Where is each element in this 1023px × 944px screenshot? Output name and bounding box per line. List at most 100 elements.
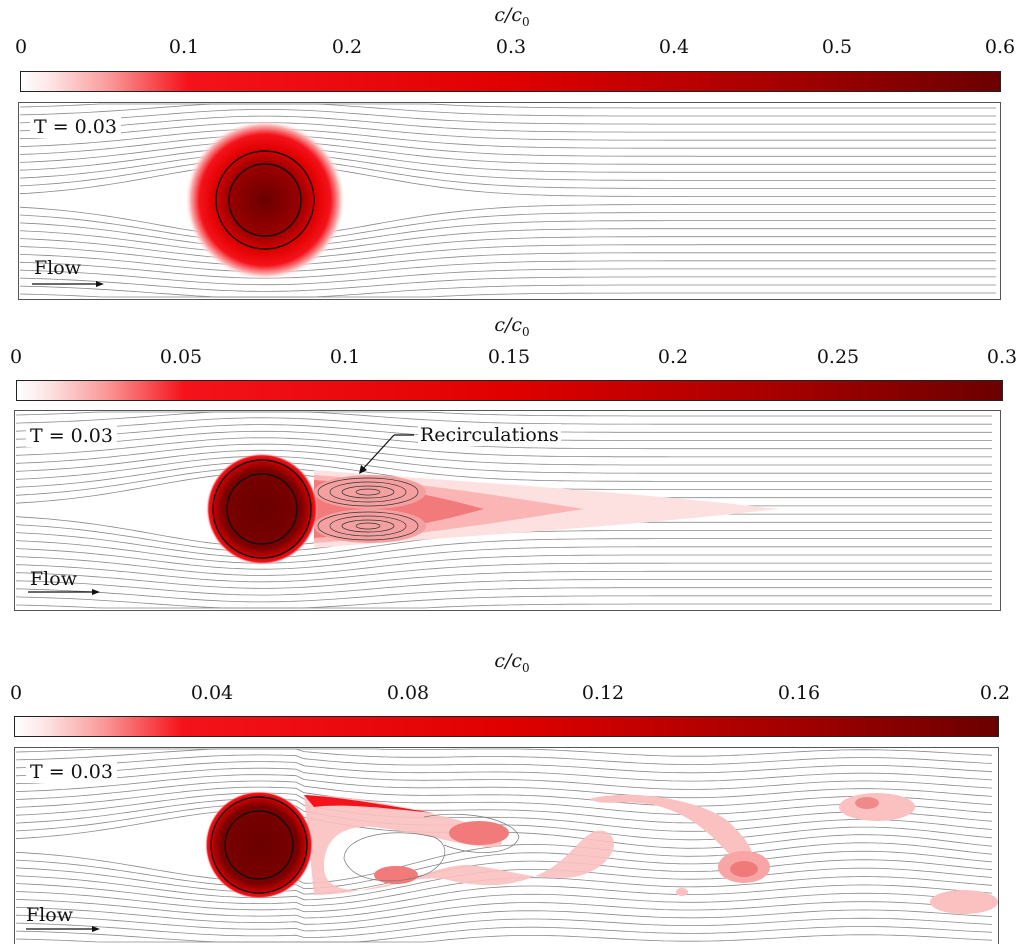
colorbar-tick: 0.3 xyxy=(495,36,527,58)
flow-plot xyxy=(14,747,999,944)
streamline xyxy=(19,228,996,254)
flow-arrow-head xyxy=(92,926,100,932)
streamline xyxy=(19,284,996,298)
streamline xyxy=(19,152,996,181)
panel-2: c/c0 0 0.05 0.1 0.15 0.2 0.25 0.3 xyxy=(0,312,1023,617)
colorbar-title: c/c0 xyxy=(472,4,552,29)
annotation-arrow-head xyxy=(359,465,367,474)
streamline xyxy=(15,780,993,807)
streamline xyxy=(15,443,992,466)
colorbar-tick: 0.1 xyxy=(329,346,361,368)
streamline xyxy=(15,570,992,589)
streamline xyxy=(15,595,992,609)
streamline xyxy=(15,774,993,799)
streamline xyxy=(15,449,992,474)
streamline xyxy=(19,103,996,109)
time-label: T = 0.03 xyxy=(26,761,117,783)
time-label: T = 0.03 xyxy=(26,425,117,447)
streamline xyxy=(15,546,992,570)
colorbar-title-sub: 0 xyxy=(522,14,530,29)
streamline xyxy=(15,430,992,450)
recirculation-lower xyxy=(314,509,426,543)
recirculation-upper xyxy=(314,475,426,509)
streamline xyxy=(15,786,993,815)
colorbar xyxy=(20,71,1001,92)
streamline xyxy=(15,411,992,417)
vortex-blob xyxy=(930,890,998,914)
recirculation-contours xyxy=(317,477,419,541)
streamline xyxy=(15,892,993,919)
colorbar-tick: 0.04 xyxy=(190,682,234,704)
colorbar-title: c/c0 xyxy=(472,650,552,675)
streamline xyxy=(15,901,993,925)
annotation-arrow xyxy=(361,434,395,471)
vortex-blob xyxy=(839,793,915,821)
colorbar-tick: 0.1 xyxy=(168,36,200,58)
colorbar-tick: 0.05 xyxy=(159,346,203,368)
streamline xyxy=(19,220,996,249)
panel-1: c/c0 0 0.1 0.2 0.3 0.4 0.5 0.6 xyxy=(0,0,1023,305)
annotation-recirculations: Recirculations xyxy=(418,424,561,446)
streamline xyxy=(19,163,996,197)
colorbar-tick: 0.5 xyxy=(821,36,853,58)
streamline xyxy=(19,134,996,157)
streamline xyxy=(15,926,993,943)
cylinder-outer xyxy=(212,459,312,559)
vortex-blob xyxy=(374,866,418,884)
streamline xyxy=(19,122,996,141)
streamline xyxy=(15,587,992,603)
streamline xyxy=(15,842,993,884)
colorbar-tick: 0.25 xyxy=(816,346,860,368)
streamline xyxy=(19,236,996,260)
colorbar-tick: 0 xyxy=(9,346,23,368)
wake-filament xyxy=(589,794,753,867)
streamline xyxy=(15,884,993,913)
panel-3: c/c0 0 0.04 0.08 0.12 0.16 0.2 xyxy=(0,646,1023,944)
streamline xyxy=(15,554,992,576)
streamline xyxy=(19,252,996,273)
streamline xyxy=(15,411,992,425)
streamline xyxy=(19,115,996,133)
colorbar-tick: 0.2 xyxy=(657,346,689,368)
colorbar-tick: 0.2 xyxy=(331,36,363,58)
streamline xyxy=(15,538,992,564)
colorbar-tick: 0 xyxy=(9,682,23,704)
streamline xyxy=(19,103,996,117)
flow-arrow-head xyxy=(92,589,100,595)
plot-frame xyxy=(18,102,1001,300)
colorbar-tick: 0.08 xyxy=(386,682,430,704)
streamline xyxy=(15,909,993,932)
colorbar-tick: 0.3 xyxy=(986,346,1018,368)
vortex-blob xyxy=(676,888,688,896)
vortex-blob xyxy=(449,821,509,845)
streamline xyxy=(15,437,992,458)
colorbar-tick: 0 xyxy=(14,36,28,58)
streamline xyxy=(15,917,993,938)
colorbar-title: c/c0 xyxy=(472,314,552,339)
flow-label: Flow xyxy=(26,904,73,926)
streamline xyxy=(19,204,996,238)
flow-label: Flow xyxy=(30,568,77,590)
streamline xyxy=(15,748,993,757)
flow-plot xyxy=(18,102,1001,300)
colorbar-tick: 0.16 xyxy=(777,682,821,704)
time-label: T = 0.03 xyxy=(30,116,121,138)
concentration-field xyxy=(206,453,318,565)
colorbar-title-sub: 0 xyxy=(522,660,530,675)
streamline xyxy=(15,804,993,841)
streamline xyxy=(15,603,992,609)
colorbar-tick: 0.2 xyxy=(979,682,1011,704)
streamline xyxy=(19,244,996,266)
colorbar-title-sub: 0 xyxy=(522,324,530,339)
streamline xyxy=(15,562,992,583)
flow-label: Flow xyxy=(34,257,81,279)
concentration-field xyxy=(185,120,345,280)
streamline xyxy=(15,867,993,901)
streamline xyxy=(19,158,996,189)
cylinder-outer xyxy=(215,150,315,250)
streamline xyxy=(19,212,996,243)
streamline xyxy=(15,579,992,596)
vortex-blob xyxy=(730,861,758,877)
streamline xyxy=(19,268,996,286)
cylinder-inner xyxy=(226,473,298,545)
